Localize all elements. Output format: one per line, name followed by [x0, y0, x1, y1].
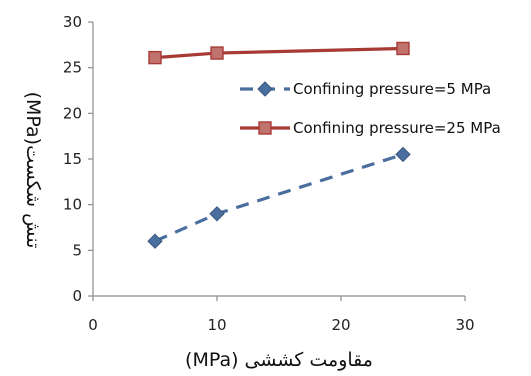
series-2 — [148, 41, 410, 65]
legend-label: Confining pressure=25 MPa — [293, 119, 501, 137]
series-2-point — [148, 50, 162, 65]
legend-item-2: Confining pressure=25 MPa — [240, 119, 501, 137]
x-tick-label: 30 — [455, 316, 474, 334]
y-tick-label: 25 — [63, 59, 82, 77]
x-tick-label: 10 — [207, 316, 226, 334]
series-2-point — [396, 41, 410, 56]
series-layer — [147, 41, 411, 249]
series-2-point — [210, 46, 224, 60]
y-tick-label: 15 — [63, 150, 82, 168]
legend-label: Confining pressure=5 MPa — [293, 80, 491, 98]
y-axis-title: تنش شکست(MPa) — [22, 92, 44, 249]
y-tick-label: 20 — [63, 104, 82, 122]
series-1-point — [147, 233, 163, 249]
x-tick-label: 0 — [88, 316, 98, 334]
series-2-line — [154, 46, 404, 60]
y-tick-label: 30 — [63, 13, 82, 31]
series-1-point — [209, 206, 225, 222]
legend-item-1: Confining pressure=5 MPa — [240, 80, 491, 98]
legend-swatch-marker — [257, 81, 273, 97]
y-tick-label: 0 — [72, 287, 82, 305]
y-tick-label: 10 — [63, 196, 82, 214]
series-1-line — [154, 152, 404, 243]
legend-swatch-marker — [258, 121, 272, 135]
x-tick-labels: 0 10 20 30 — [88, 296, 475, 334]
legend: Confining pressure=5 MPa Confining pressu… — [240, 80, 501, 137]
y-tick-labels: 0 5 10 15 20 25 30 — [63, 13, 93, 305]
y-tick-label: 5 — [72, 241, 82, 259]
series-1-point — [395, 146, 411, 163]
series-1 — [147, 146, 411, 249]
x-tick-label: 20 — [331, 316, 350, 334]
x-axis-title: مقاومت کششی (MPa) — [185, 349, 373, 371]
